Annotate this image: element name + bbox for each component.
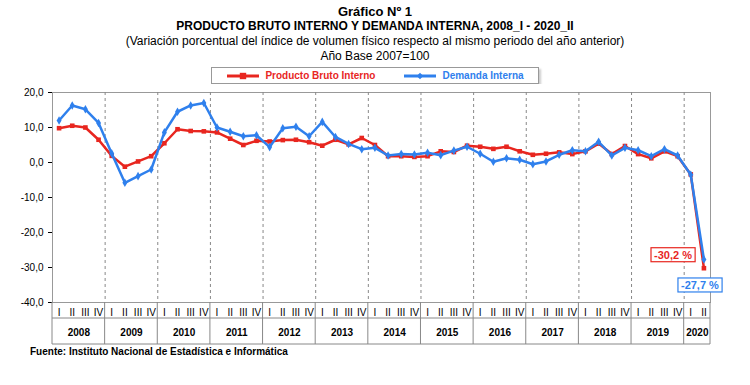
svg-text:I: I: [689, 307, 692, 318]
svg-text:IV: IV: [568, 307, 578, 318]
svg-text:II: II: [491, 307, 497, 318]
svg-text:-20,0: -20,0: [21, 227, 44, 238]
svg-text:IV: IV: [620, 307, 630, 318]
svg-text:2011: 2011: [226, 327, 248, 338]
svg-text:II: II: [122, 307, 128, 318]
svg-text:20,0: 20,0: [24, 87, 44, 98]
svg-text:-27,7 %: -27,7 %: [681, 279, 719, 291]
svg-text:I: I: [531, 307, 534, 318]
svg-text:IV: IV: [673, 307, 683, 318]
svg-text:0,0: 0,0: [30, 157, 44, 168]
svg-text:II: II: [596, 307, 602, 318]
svg-text:III: III: [660, 307, 668, 318]
svg-text:II: II: [648, 307, 654, 318]
svg-text:III: III: [81, 307, 89, 318]
html-text:Gráfico Nº 1: Gráfico Nº 1: [337, 4, 412, 19]
svg-text:II: II: [227, 307, 233, 318]
svg-text:10,0: 10,0: [24, 122, 44, 133]
svg-text:I: I: [426, 307, 429, 318]
svg-text:2013: 2013: [331, 327, 354, 338]
svg-text:III: III: [134, 307, 142, 318]
svg-text:II: II: [175, 307, 181, 318]
svg-text:IV: IV: [357, 307, 367, 318]
svg-text:II: II: [69, 307, 75, 318]
svg-text:III: III: [397, 307, 405, 318]
svg-text:I: I: [58, 307, 61, 318]
svg-text:IV: IV: [515, 307, 525, 318]
svg-text:II: II: [438, 307, 444, 318]
svg-text:2019: 2019: [647, 327, 670, 338]
svg-text:III: III: [555, 307, 563, 318]
svg-text:III: III: [608, 307, 616, 318]
svg-text:2018: 2018: [594, 327, 617, 338]
svg-text:I: I: [321, 307, 324, 318]
svg-text:I: I: [479, 307, 482, 318]
svg-text:-30,0: -30,0: [21, 262, 44, 273]
svg-text:I: I: [374, 307, 377, 318]
svg-text:IV: IV: [252, 307, 262, 318]
svg-text:-30,2 %: -30,2 %: [654, 249, 692, 261]
svg-text:I: I: [216, 307, 219, 318]
svg-text:2009: 2009: [120, 327, 143, 338]
html-text:PRODUCTO BRUTO INTERNO Y DEMAN: PRODUCTO BRUTO INTERNO Y DEMANDA INTERNA…: [176, 19, 574, 33]
svg-text:III: III: [292, 307, 300, 318]
svg-text:IV: IV: [410, 307, 420, 318]
svg-text:-40,0: -40,0: [21, 297, 44, 308]
svg-text:III: III: [344, 307, 352, 318]
svg-text:-10,0: -10,0: [21, 192, 44, 203]
svg-text:I: I: [637, 307, 640, 318]
html-text:Año Base 2007=100: Año Base 2007=100: [320, 49, 430, 63]
svg-text:III: III: [450, 307, 458, 318]
svg-text:IV: IV: [146, 307, 156, 318]
html-text:Fuente: Instituto Nacional de: Fuente: Instituto Nacional de Estadístic…: [30, 346, 288, 357]
svg-text:I: I: [110, 307, 113, 318]
svg-text:2012: 2012: [278, 327, 301, 338]
svg-text:2015: 2015: [436, 327, 459, 338]
svg-text:IV: IV: [199, 307, 209, 318]
html-text:(Variación porcentual del índi: (Variación porcentual del índice de volu…: [125, 34, 625, 48]
svg-text:2008: 2008: [68, 327, 91, 338]
svg-text:II: II: [543, 307, 549, 318]
svg-text:IV: IV: [94, 307, 104, 318]
svg-text:III: III: [187, 307, 195, 318]
svg-text:I: I: [268, 307, 271, 318]
svg-text:III: III: [239, 307, 247, 318]
svg-text:II: II: [701, 307, 707, 318]
html-text:Producto Bruto Interno: Producto Bruto Interno: [265, 70, 376, 81]
svg-text:II: II: [385, 307, 391, 318]
svg-text:IV: IV: [462, 307, 472, 318]
svg-text:2014: 2014: [384, 327, 407, 338]
svg-text:II: II: [333, 307, 339, 318]
svg-text:2016: 2016: [489, 327, 512, 338]
svg-text:2017: 2017: [541, 327, 564, 338]
html-text:Demanda Interna: Demanda Interna: [442, 70, 524, 81]
svg-text:II: II: [280, 307, 286, 318]
svg-text:I: I: [163, 307, 166, 318]
svg-text:2020: 2020: [686, 327, 709, 338]
svg-text:2010: 2010: [173, 327, 196, 338]
svg-text:I: I: [584, 307, 587, 318]
svg-text:III: III: [502, 307, 510, 318]
svg-text:IV: IV: [304, 307, 314, 318]
